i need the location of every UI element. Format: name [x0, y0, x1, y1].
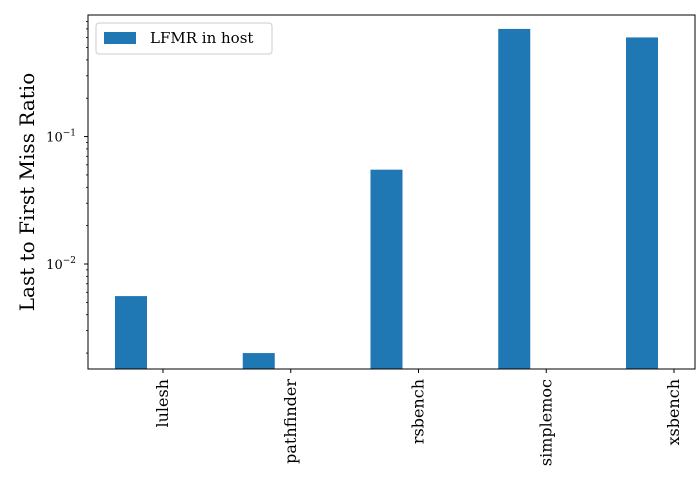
x-tick-label-simplemoc: simplemoc	[536, 379, 555, 466]
y-tick-exponent: −2	[63, 256, 76, 266]
bars-layer	[115, 28, 658, 370]
x-tick-label-rsbench: rsbench	[409, 379, 428, 444]
y-tick-exponent: −1	[63, 129, 76, 139]
bar-rsbench	[370, 169, 403, 369]
x-tick-label-pathfinder: pathfinder	[281, 379, 300, 464]
x-tick-label-xsbench: xsbench	[664, 379, 683, 446]
x-tick-label-lulesh: lulesh	[153, 379, 172, 428]
y-axis-label: Last to First Miss Ratio	[15, 73, 39, 311]
legend: LFMR in host	[95, 22, 273, 55]
bar-xsbench	[626, 37, 658, 370]
y-tick-label: 10−1	[46, 129, 76, 146]
y-tick-base: 10	[46, 131, 63, 146]
legend-box	[95, 22, 273, 55]
x-ticks: lulesh pathfinder rsbench simplemoc xsbench	[153, 369, 683, 466]
bar-simplemoc	[498, 28, 531, 369]
y-tick-base: 10	[46, 258, 63, 273]
y-ticks: 10−210−1	[46, 21, 88, 354]
bar-lulesh	[115, 296, 147, 369]
legend-swatch	[104, 32, 136, 44]
y-tick-label: 10−2	[46, 256, 76, 273]
bar-pathfinder	[242, 353, 275, 369]
plot-frame	[87, 14, 696, 370]
legend-label: LFMR in host	[150, 29, 253, 47]
